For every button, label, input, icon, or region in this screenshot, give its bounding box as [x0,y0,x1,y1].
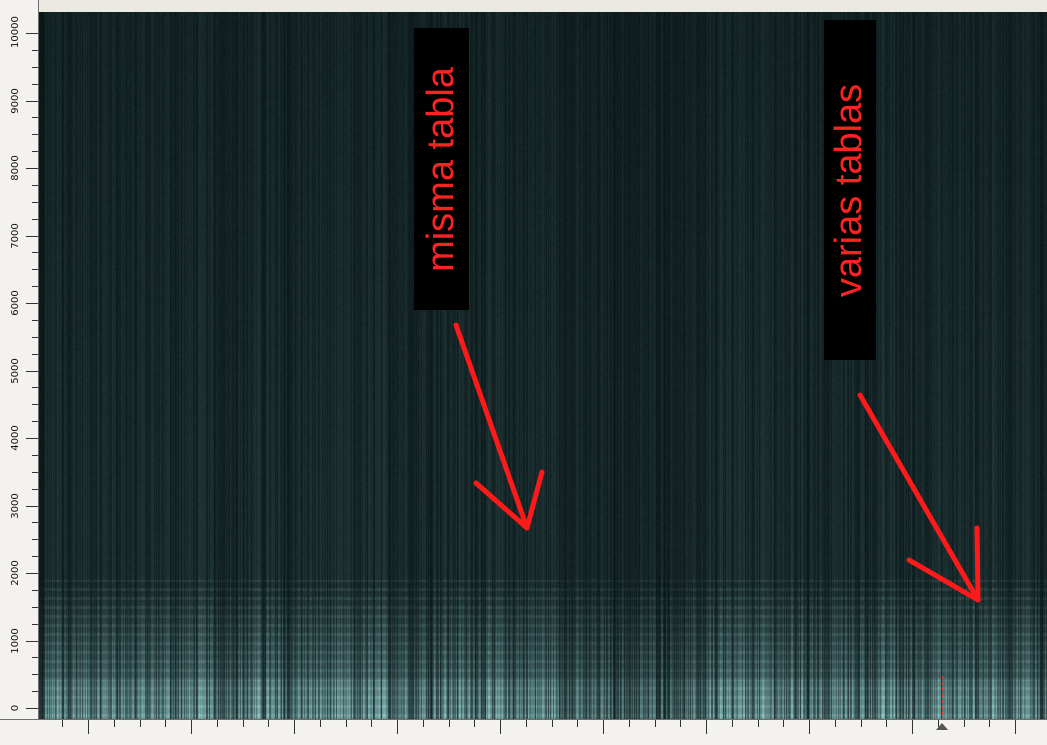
time-minor-tick [526,720,527,727]
time-tick [1015,720,1016,734]
frequency-minor-tick [32,252,38,253]
frequency-minor-tick [32,522,38,523]
time-minor-tick [680,720,681,727]
frequency-minor-tick [32,590,38,591]
frequency-tick-label: 9000 [10,88,21,114]
spectrogram-canvas[interactable] [39,12,1047,719]
frequency-minor-tick [32,539,38,540]
frequency-tick-label: 7000 [10,223,21,249]
frequency-minor-tick [32,624,38,625]
frequency-tick-label: 4000 [10,425,21,451]
time-minor-tick [655,720,656,727]
time-tick [706,720,707,734]
frequency-tick [26,708,38,709]
frequency-tick [26,438,38,439]
annotation-label-misma-tabla: misma tabla [414,28,469,310]
frequency-minor-tick [32,202,38,203]
time-minor-tick [114,720,115,727]
time-minor-tick [449,720,450,727]
time-minor-tick [423,720,424,727]
frequency-minor-tick [32,354,38,355]
time-minor-tick [989,720,990,727]
time-minor-tick [629,720,630,727]
time-tick [294,720,295,734]
frequency-minor-tick [32,472,38,473]
time-minor-tick [886,720,887,727]
time-minor-tick [346,720,347,727]
time-minor-tick [320,720,321,727]
frequency-tick [26,101,38,102]
frequency-minor-tick [32,134,38,135]
frequency-minor-tick [32,185,38,186]
frequency-tick [26,573,38,574]
frequency-minor-tick [32,320,38,321]
frequency-tick-label: 2000 [10,560,21,586]
time-minor-tick [861,720,862,727]
time-tick [397,720,398,734]
time-minor-tick [62,720,63,727]
time-tick [88,720,89,734]
time-tick [809,720,810,734]
frequency-minor-tick [32,151,38,152]
frequency-tick-label: 6000 [10,290,21,316]
time-minor-tick [140,720,141,727]
frequency-minor-tick [32,691,38,692]
time-minor-tick [371,720,372,727]
frequency-minor-tick [32,50,38,51]
frequency-tick-label: 8000 [10,155,21,181]
frequency-minor-tick [32,455,38,456]
frequency-minor-tick [32,607,38,608]
time-tick [912,720,913,734]
time-minor-tick [165,720,166,727]
time-ruler[interactable] [0,719,1047,745]
annotation-text-misma-tabla: misma tabla [420,66,462,272]
time-minor-tick [577,720,578,727]
frequency-minor-tick [32,404,38,405]
annotation-label-varias-tablas: varias tablas [824,20,876,360]
frequency-minor-tick [32,387,38,388]
time-minor-tick [964,720,965,727]
time-minor-tick [783,720,784,727]
frequency-minor-tick [32,489,38,490]
frequency-tick [26,641,38,642]
time-minor-tick [835,720,836,727]
time-tick [500,720,501,734]
frequency-tick-label: 1000 [10,628,21,654]
time-minor-tick [268,720,269,727]
frequency-minor-tick [32,657,38,658]
time-tick [191,720,192,734]
frequency-tick [26,506,38,507]
time-tick [603,720,604,734]
frequency-minor-tick [32,84,38,85]
frequency-minor-tick [32,117,38,118]
time-minor-tick [552,720,553,727]
time-minor-tick [217,720,218,727]
time-minor-tick [243,720,244,727]
frequency-tick [26,236,38,237]
frequency-tick [26,303,38,304]
time-minor-tick [732,720,733,727]
frequency-minor-tick [32,674,38,675]
time-minor-tick [474,720,475,727]
frequency-tick-label: 3000 [10,493,21,519]
spectrogram-view[interactable] [39,12,1047,719]
frequency-tick [26,371,38,372]
annotation-text-varias-tablas: varias tablas [828,83,871,297]
frequency-tick-label: 5000 [10,358,21,384]
frequency-tick-label: 10000 [10,16,21,48]
time-minor-tick [758,720,759,727]
frequency-minor-tick [32,556,38,557]
frequency-minor-tick [32,219,38,220]
frequency-minor-tick [32,337,38,338]
frequency-minor-tick [32,421,38,422]
frequency-tick [26,168,38,169]
frequency-ruler[interactable]: 0 1000 2000 3000 4000 5000 6000 7000 8000 9000 100… [0,0,39,720]
frequency-minor-tick [32,67,38,68]
frequency-tick [26,33,38,34]
frequency-minor-tick [32,286,38,287]
playhead-line [942,676,943,719]
playhead-triangle-icon[interactable] [936,723,948,730]
frequency-minor-tick [32,269,38,270]
